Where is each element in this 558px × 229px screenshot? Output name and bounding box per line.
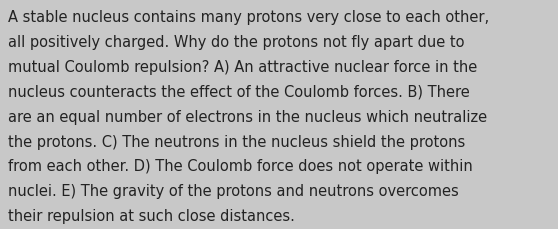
Text: from each other. D) The Coulomb force does not operate within: from each other. D) The Coulomb force do… [8, 159, 473, 174]
Text: A stable nucleus contains many protons very close to each other,: A stable nucleus contains many protons v… [8, 10, 489, 25]
Text: the protons. C) The neutrons in the nucleus shield the protons: the protons. C) The neutrons in the nucl… [8, 134, 465, 149]
Text: all positively charged. Why do the protons not fly apart due to: all positively charged. Why do the proto… [8, 35, 465, 50]
Text: nuclei. E) The gravity of the protons and neutrons overcomes: nuclei. E) The gravity of the protons an… [8, 183, 459, 198]
Text: their repulsion at such close distances.: their repulsion at such close distances. [8, 208, 295, 223]
Text: mutual Coulomb repulsion? A) An attractive nuclear force in the: mutual Coulomb repulsion? A) An attracti… [8, 60, 478, 75]
Text: nucleus counteracts the effect of the Coulomb forces. B) There: nucleus counteracts the effect of the Co… [8, 85, 470, 99]
Text: are an equal number of electrons in the nucleus which neutralize: are an equal number of electrons in the … [8, 109, 488, 124]
